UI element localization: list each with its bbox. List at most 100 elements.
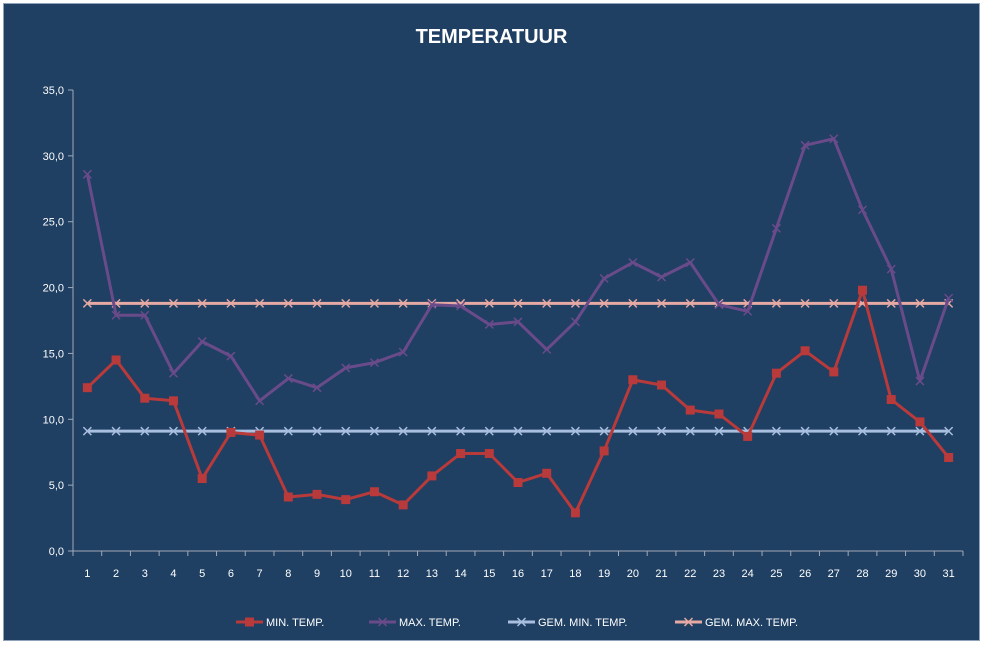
marker-stroke bbox=[915, 426, 925, 436]
marker-stroke bbox=[599, 273, 609, 283]
data-point bbox=[829, 426, 839, 436]
data-point bbox=[513, 317, 523, 327]
marker-stroke bbox=[685, 426, 695, 436]
data-point bbox=[283, 492, 293, 502]
data-point bbox=[886, 395, 896, 405]
series-layer bbox=[82, 134, 954, 518]
data-point bbox=[542, 468, 552, 478]
data-point bbox=[800, 140, 810, 150]
x-tick-label: 2 bbox=[113, 568, 119, 580]
data-point bbox=[800, 298, 810, 308]
data-point bbox=[456, 301, 466, 311]
marker-stroke bbox=[226, 298, 236, 308]
x-tick-label: 10 bbox=[340, 568, 352, 580]
data-point bbox=[685, 258, 695, 268]
data-point bbox=[657, 298, 667, 308]
marker-stroke bbox=[283, 373, 293, 383]
marker-stroke bbox=[657, 272, 667, 282]
marker-stroke bbox=[82, 426, 92, 436]
marker-stroke bbox=[341, 426, 351, 436]
data-point bbox=[140, 310, 150, 320]
data-point bbox=[456, 426, 466, 436]
data-point bbox=[857, 205, 868, 215]
data-point bbox=[743, 306, 753, 316]
marker-stroke bbox=[857, 205, 868, 215]
x-tick-label: 4 bbox=[170, 568, 176, 580]
marker-stroke bbox=[685, 258, 695, 268]
marker-stroke bbox=[255, 396, 265, 406]
x-tick-label: 17 bbox=[541, 568, 553, 580]
marker-stroke bbox=[829, 426, 839, 436]
y-tick-label: 0,0 bbox=[49, 546, 64, 558]
legend-item-0: MIN. TEMP. bbox=[236, 617, 324, 629]
marker-stroke bbox=[398, 347, 408, 357]
x-tick-label: 31 bbox=[943, 568, 955, 580]
legend-marker bbox=[377, 617, 388, 627]
marker-stroke bbox=[197, 426, 207, 436]
data-point bbox=[398, 347, 408, 357]
marker-stroke bbox=[255, 298, 265, 308]
marker-stroke bbox=[771, 426, 781, 436]
y-tick-label: 15,0 bbox=[43, 348, 64, 360]
legend-label: MAX. TEMP. bbox=[399, 617, 461, 629]
marker-stroke bbox=[140, 298, 150, 308]
data-point bbox=[398, 500, 408, 510]
data-point bbox=[628, 258, 638, 268]
data-point bbox=[513, 426, 523, 436]
data-point bbox=[484, 449, 494, 459]
data-point bbox=[427, 300, 437, 310]
x-tick-label: 22 bbox=[684, 568, 696, 580]
data-point bbox=[829, 134, 839, 144]
y-tick-label: 35,0 bbox=[43, 85, 64, 97]
marker-stroke bbox=[111, 310, 121, 320]
data-point bbox=[82, 169, 92, 179]
data-point bbox=[599, 426, 609, 436]
marker-stroke bbox=[800, 140, 810, 150]
x-tick-label: 6 bbox=[228, 568, 234, 580]
marker-stroke bbox=[542, 344, 552, 355]
data-point bbox=[312, 426, 322, 436]
data-point bbox=[800, 346, 810, 356]
data-point bbox=[341, 298, 351, 308]
marker-stroke bbox=[197, 298, 207, 308]
marker-stroke bbox=[82, 298, 92, 308]
data-point bbox=[829, 367, 839, 377]
x-tick-label: 14 bbox=[454, 568, 466, 580]
y-tick-label: 10,0 bbox=[43, 414, 64, 426]
marker-stroke bbox=[800, 298, 810, 308]
data-point bbox=[628, 375, 638, 385]
data-point bbox=[226, 427, 236, 437]
y-tick-label: 20,0 bbox=[43, 283, 64, 295]
marker-stroke bbox=[427, 300, 437, 310]
data-point bbox=[657, 380, 667, 390]
marker-stroke bbox=[915, 298, 925, 308]
marker-stroke bbox=[484, 426, 494, 436]
marker-stroke bbox=[369, 298, 379, 308]
legend-label: GEM. MIN. TEMP. bbox=[538, 617, 627, 629]
legend-item-2: GEM. MIN. TEMP. bbox=[508, 617, 627, 629]
marker-stroke bbox=[398, 426, 408, 436]
data-point bbox=[570, 508, 580, 518]
x-tick-label: 19 bbox=[598, 568, 610, 580]
x-tick-label: 24 bbox=[742, 568, 754, 580]
marker-stroke bbox=[312, 426, 322, 436]
marker-stroke bbox=[513, 426, 523, 436]
marker-stroke bbox=[484, 319, 494, 329]
marker-stroke bbox=[714, 426, 724, 436]
data-point bbox=[513, 478, 523, 488]
data-point bbox=[369, 487, 379, 497]
x-tick-label: 18 bbox=[569, 568, 581, 580]
data-point bbox=[599, 298, 609, 308]
legend-label: MIN. TEMP. bbox=[266, 617, 324, 629]
data-point bbox=[427, 426, 437, 436]
marker-stroke bbox=[168, 426, 179, 436]
data-point bbox=[283, 426, 293, 436]
data-point bbox=[398, 298, 408, 308]
data-point bbox=[771, 223, 781, 233]
marker-stroke bbox=[197, 337, 207, 347]
data-point bbox=[599, 446, 609, 456]
marker-stroke bbox=[829, 134, 839, 144]
marker-stroke bbox=[800, 426, 810, 436]
data-point bbox=[341, 363, 351, 373]
data-point bbox=[714, 409, 724, 419]
